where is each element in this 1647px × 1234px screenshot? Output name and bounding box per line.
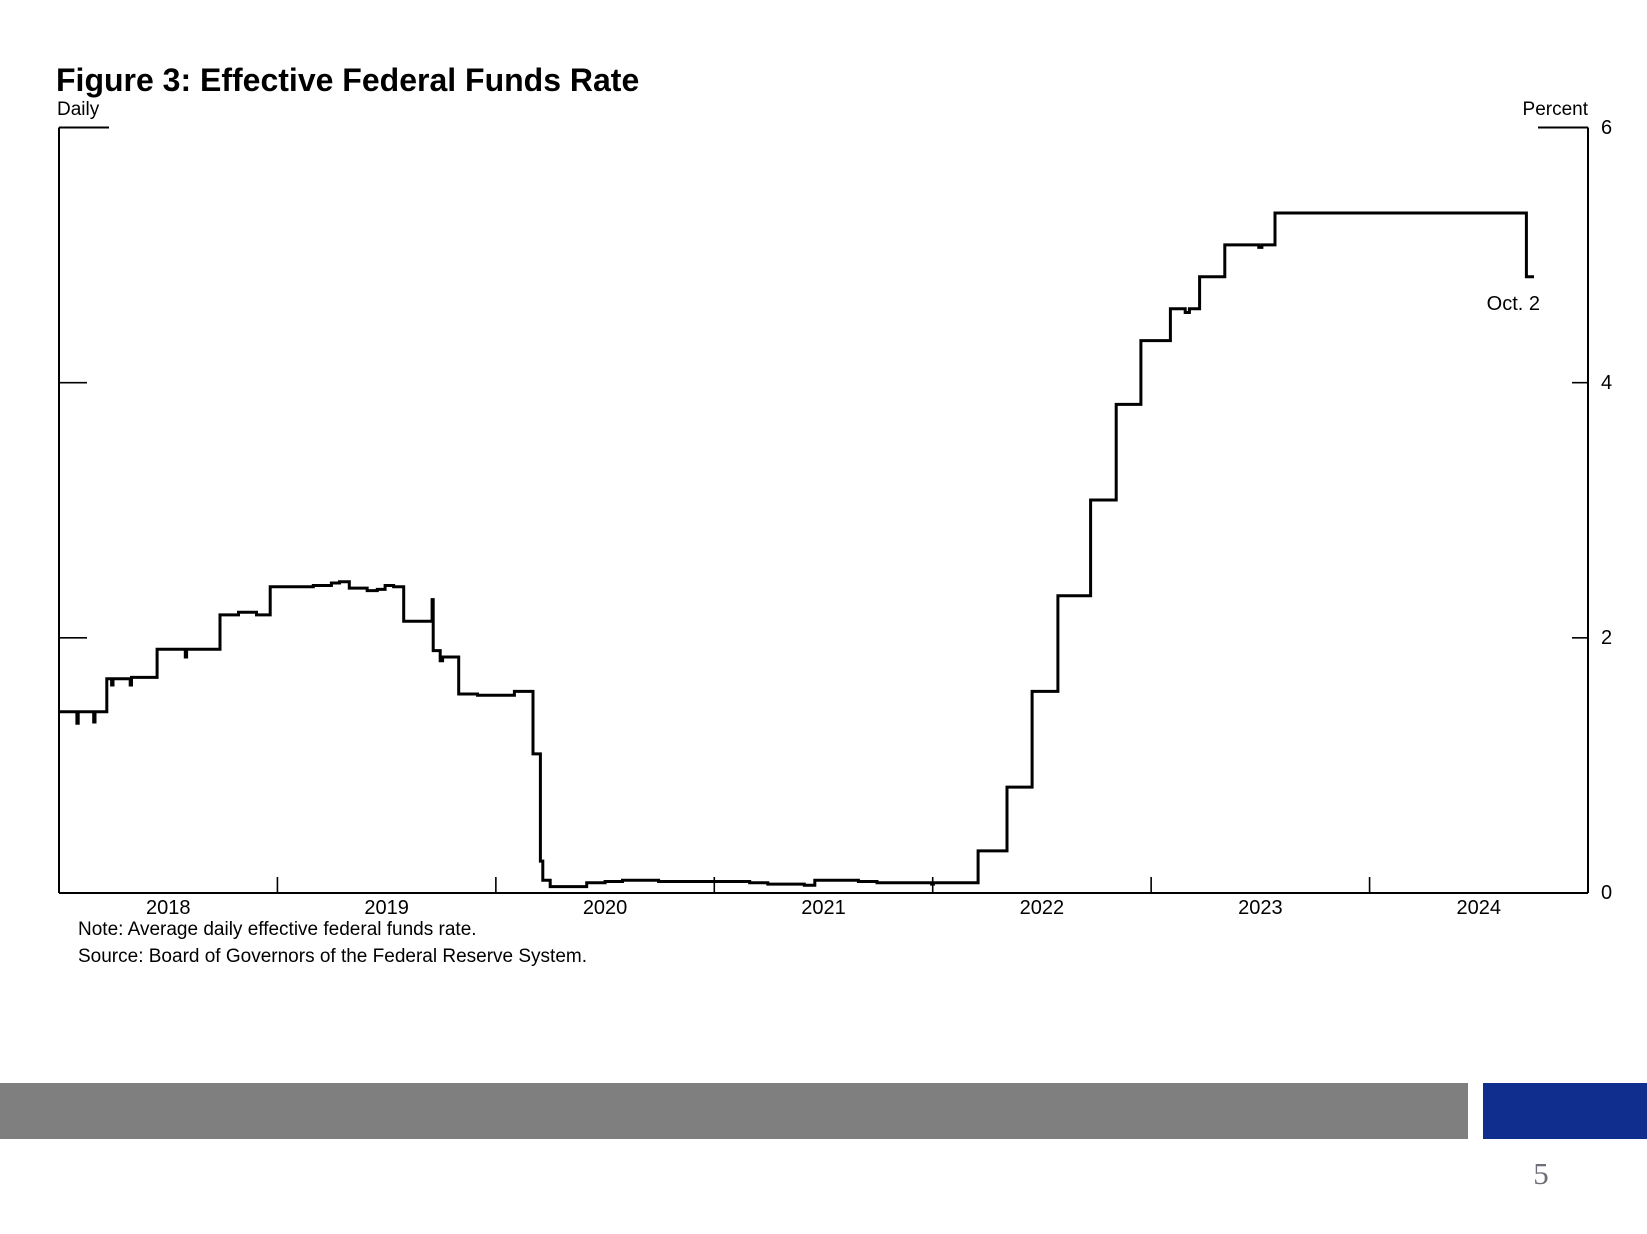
y-tick-label-6: 6 [1601,116,1613,139]
x-tick-label-2020: 2020 [582,897,628,919]
page-number: 5 [1533,1156,1549,1191]
x-tick-label-2019: 2019 [364,897,409,919]
chart-source: Source: Board of Governors of the Federa… [78,946,588,967]
unit-label: Percent [1522,99,1588,120]
y-tick-label-4: 4 [1601,371,1613,394]
chart-ticks [59,381,1588,893]
x-tick-label-2021: 2021 [801,897,846,919]
effr-step-line [59,211,1534,889]
x-tick-label-2018: 2018 [145,897,191,919]
frequency-label: Daily [57,99,100,120]
x-tick-label-2022: 2022 [1019,897,1065,919]
y-tick-label-2: 2 [1601,626,1613,649]
x-tick-label-2023: 2023 [1238,897,1283,919]
y-tick-label-0: 0 [1601,882,1613,904]
footer-blue-accent-bar [1483,1083,1647,1139]
figure-title: Figure 3: Effective Federal Funds Rate [56,62,640,98]
chart-axes [58,126,1589,894]
last-observation-label: Oct. 2 [1486,293,1540,315]
chart-note: Note: Average daily effective federal fu… [78,919,477,940]
x-tick-label-2024: 2024 [1456,897,1502,919]
footer-gray-bar [0,1083,1468,1139]
